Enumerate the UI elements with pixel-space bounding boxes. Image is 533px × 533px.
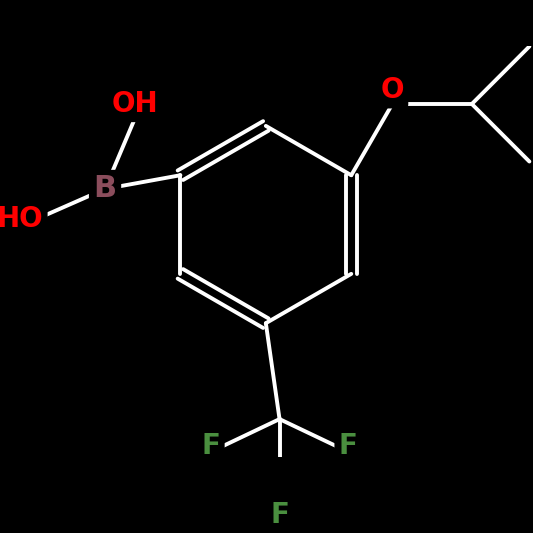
Text: F: F — [270, 501, 289, 529]
Text: B: B — [93, 174, 117, 204]
Text: OH: OH — [112, 90, 158, 118]
Text: F: F — [201, 432, 221, 461]
Text: HO: HO — [0, 205, 43, 233]
Text: O: O — [381, 76, 404, 104]
Text: F: F — [338, 432, 358, 461]
